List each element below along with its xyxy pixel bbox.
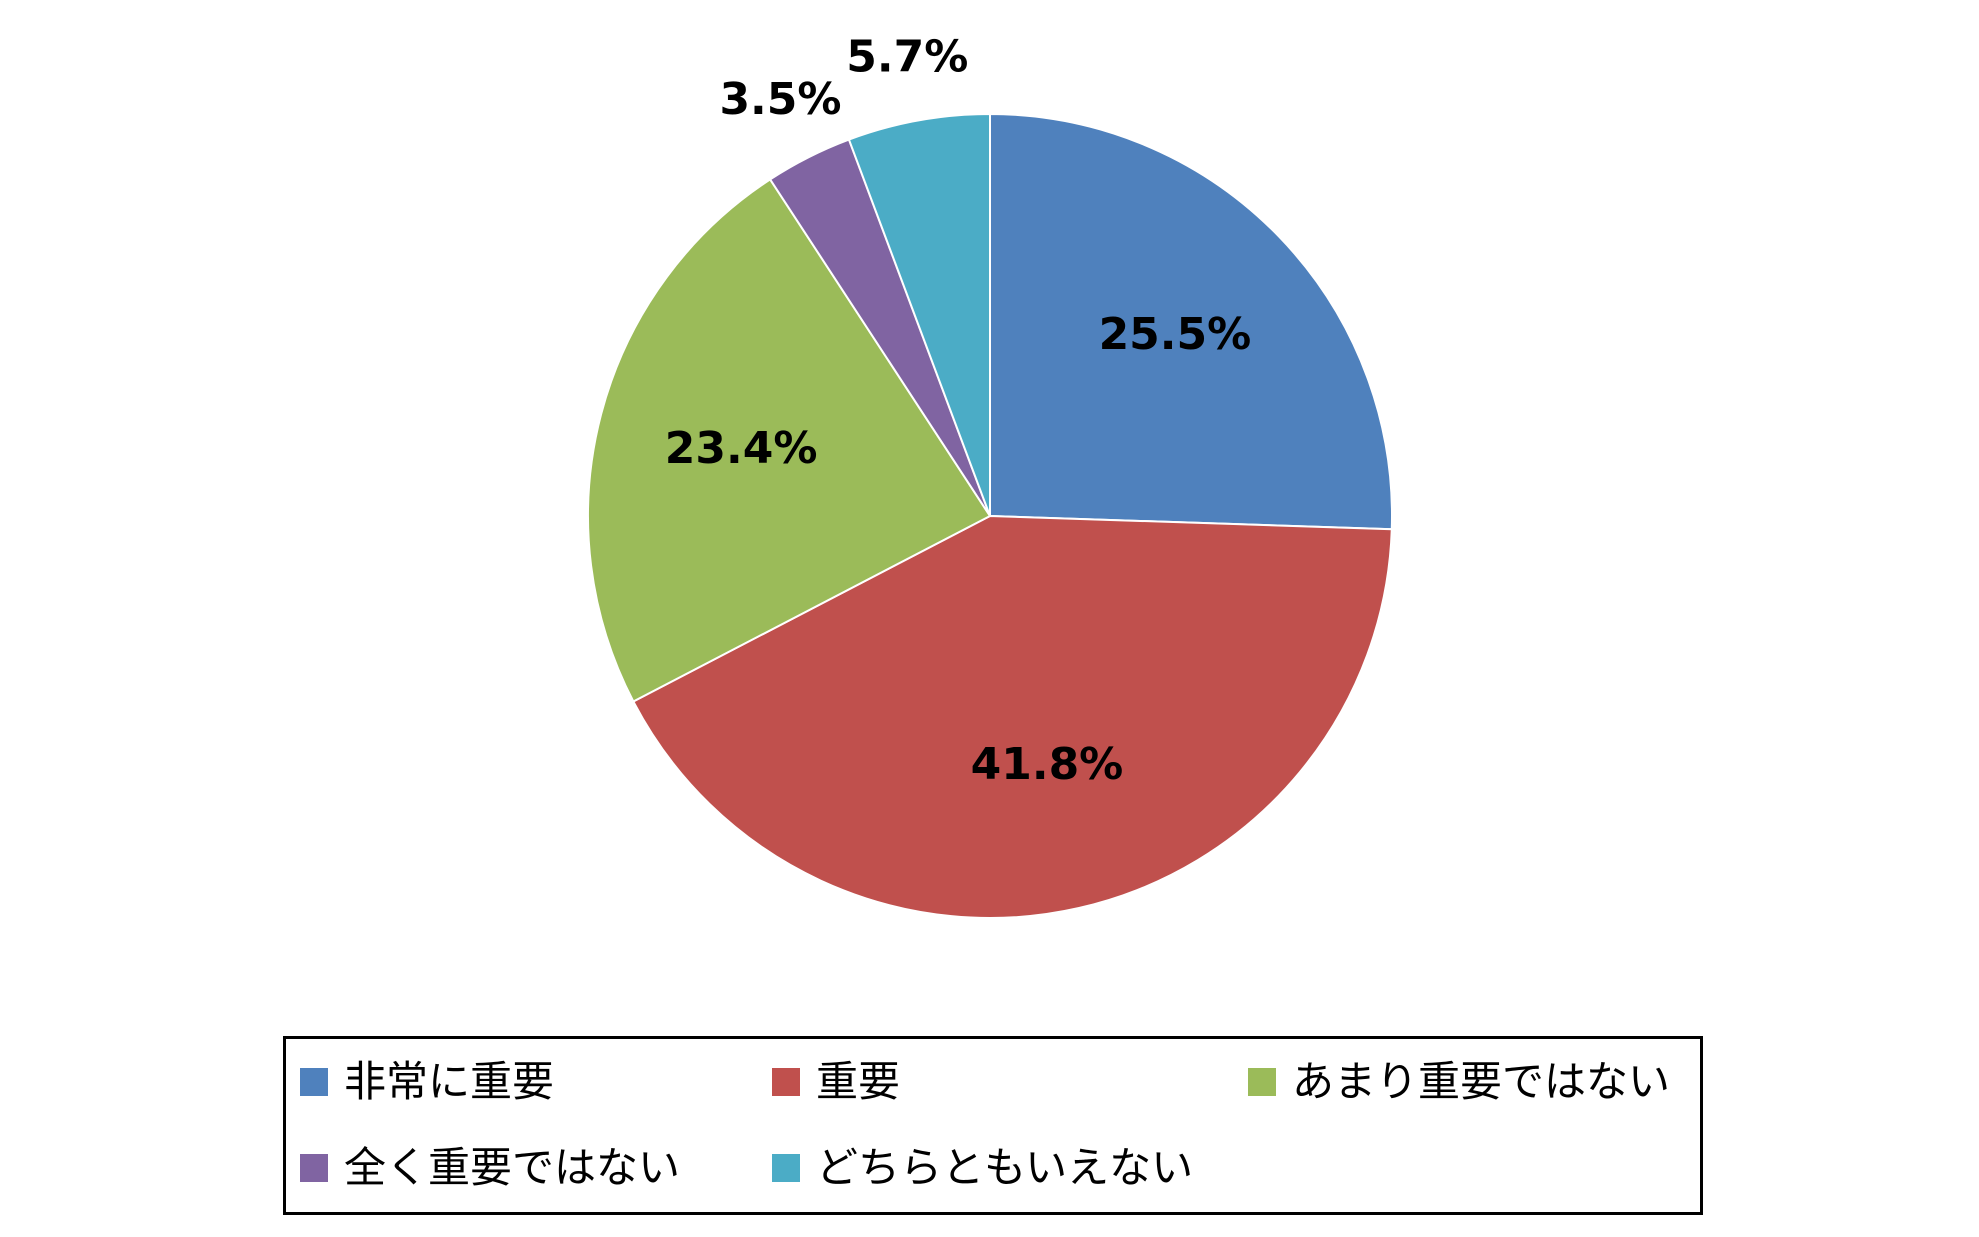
legend-swatch [300,1068,328,1096]
legend-swatch [300,1154,328,1182]
pie-slice-neither [847,112,991,517]
data-label-very-important: 25.5% [1099,309,1252,360]
pie-slice-very-important [989,112,1393,531]
data-label-not-very-important: 23.4% [665,423,818,474]
legend-label: 全く重要ではない [344,1143,681,1192]
legend-item-very-important: 非常に重要 [300,1061,554,1103]
data-label-neither: 5.7% [846,31,968,82]
pie-slices [587,112,1393,919]
legend-item-neither: どちらともいえない [772,1147,1193,1189]
chart-legend: 非常に重要 重要 あまり重要ではない 全く重要ではない どちらともいえない [283,1036,1703,1215]
legend-swatch [772,1068,800,1096]
pie-slice-important [631,514,1393,919]
legend-swatch [1248,1068,1276,1096]
legend-label: 非常に重要 [344,1057,555,1106]
legend-label: 重要 [816,1057,901,1106]
legend-label: あまり重要ではない [1292,1057,1671,1106]
data-label-not-important-at-all: 3.5% [719,74,841,125]
legend-item-important: 重要 [772,1061,900,1103]
data-label-important: 41.8% [971,739,1124,790]
legend-label: どちらともいえない [816,1143,1194,1192]
pie-slice-not-very-important [587,178,992,703]
legend-item-not-very-important: あまり重要ではない [1248,1061,1670,1103]
pie-data-labels: 25.5% 41.8% 23.4% 3.5%5.7% [665,31,1251,789]
legend-swatch [772,1154,800,1182]
legend-item-not-important-at-all: 全く重要ではない [300,1147,680,1189]
